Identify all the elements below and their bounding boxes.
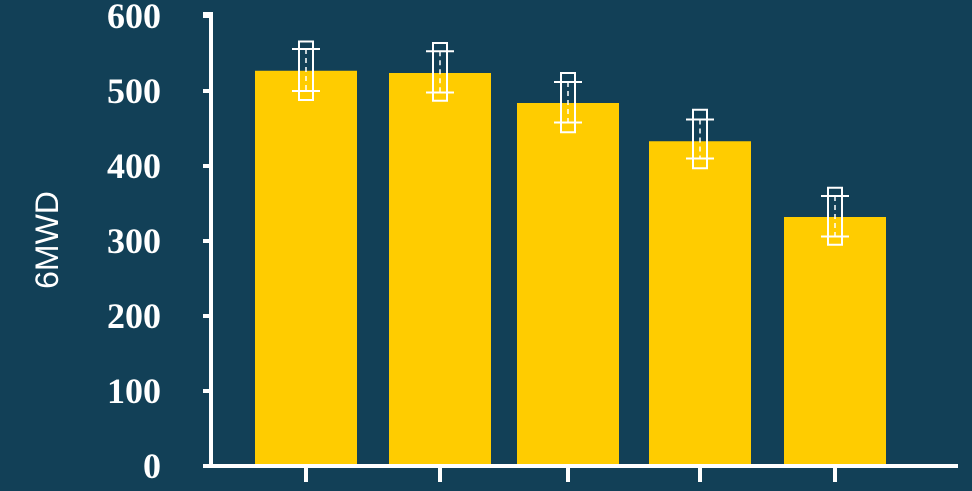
error-box [827,186,843,246]
y-tick-label: 0 [143,446,161,486]
error-bar-3 [554,72,582,134]
bar-3 [517,103,619,466]
axes-layer [203,12,958,482]
bar-1 [255,70,357,466]
y-tick-label: 300 [107,221,161,261]
y-axis-title: 6MWD [29,191,65,289]
error-bar-2 [426,42,454,102]
error-box [432,42,448,102]
error-box [560,72,576,134]
bar-5 [784,217,886,466]
y-tick-label: 100 [107,371,161,411]
error-box [298,40,314,101]
error-bar-1 [292,40,320,101]
error-bars-layer [292,40,849,246]
bar-2 [389,73,491,466]
error-bar-4 [686,108,714,170]
y-tick-label: 400 [107,146,161,186]
y-tick-labels: 0 100 200 300 400 500 600 [107,0,161,486]
y-tick-label: 200 [107,296,161,336]
error-bar-5 [821,186,849,246]
y-tick-label: 600 [107,0,161,36]
y-tick-label: 500 [107,71,161,111]
error-box [692,108,708,170]
bars-layer [255,70,886,466]
bar-4 [649,141,751,466]
